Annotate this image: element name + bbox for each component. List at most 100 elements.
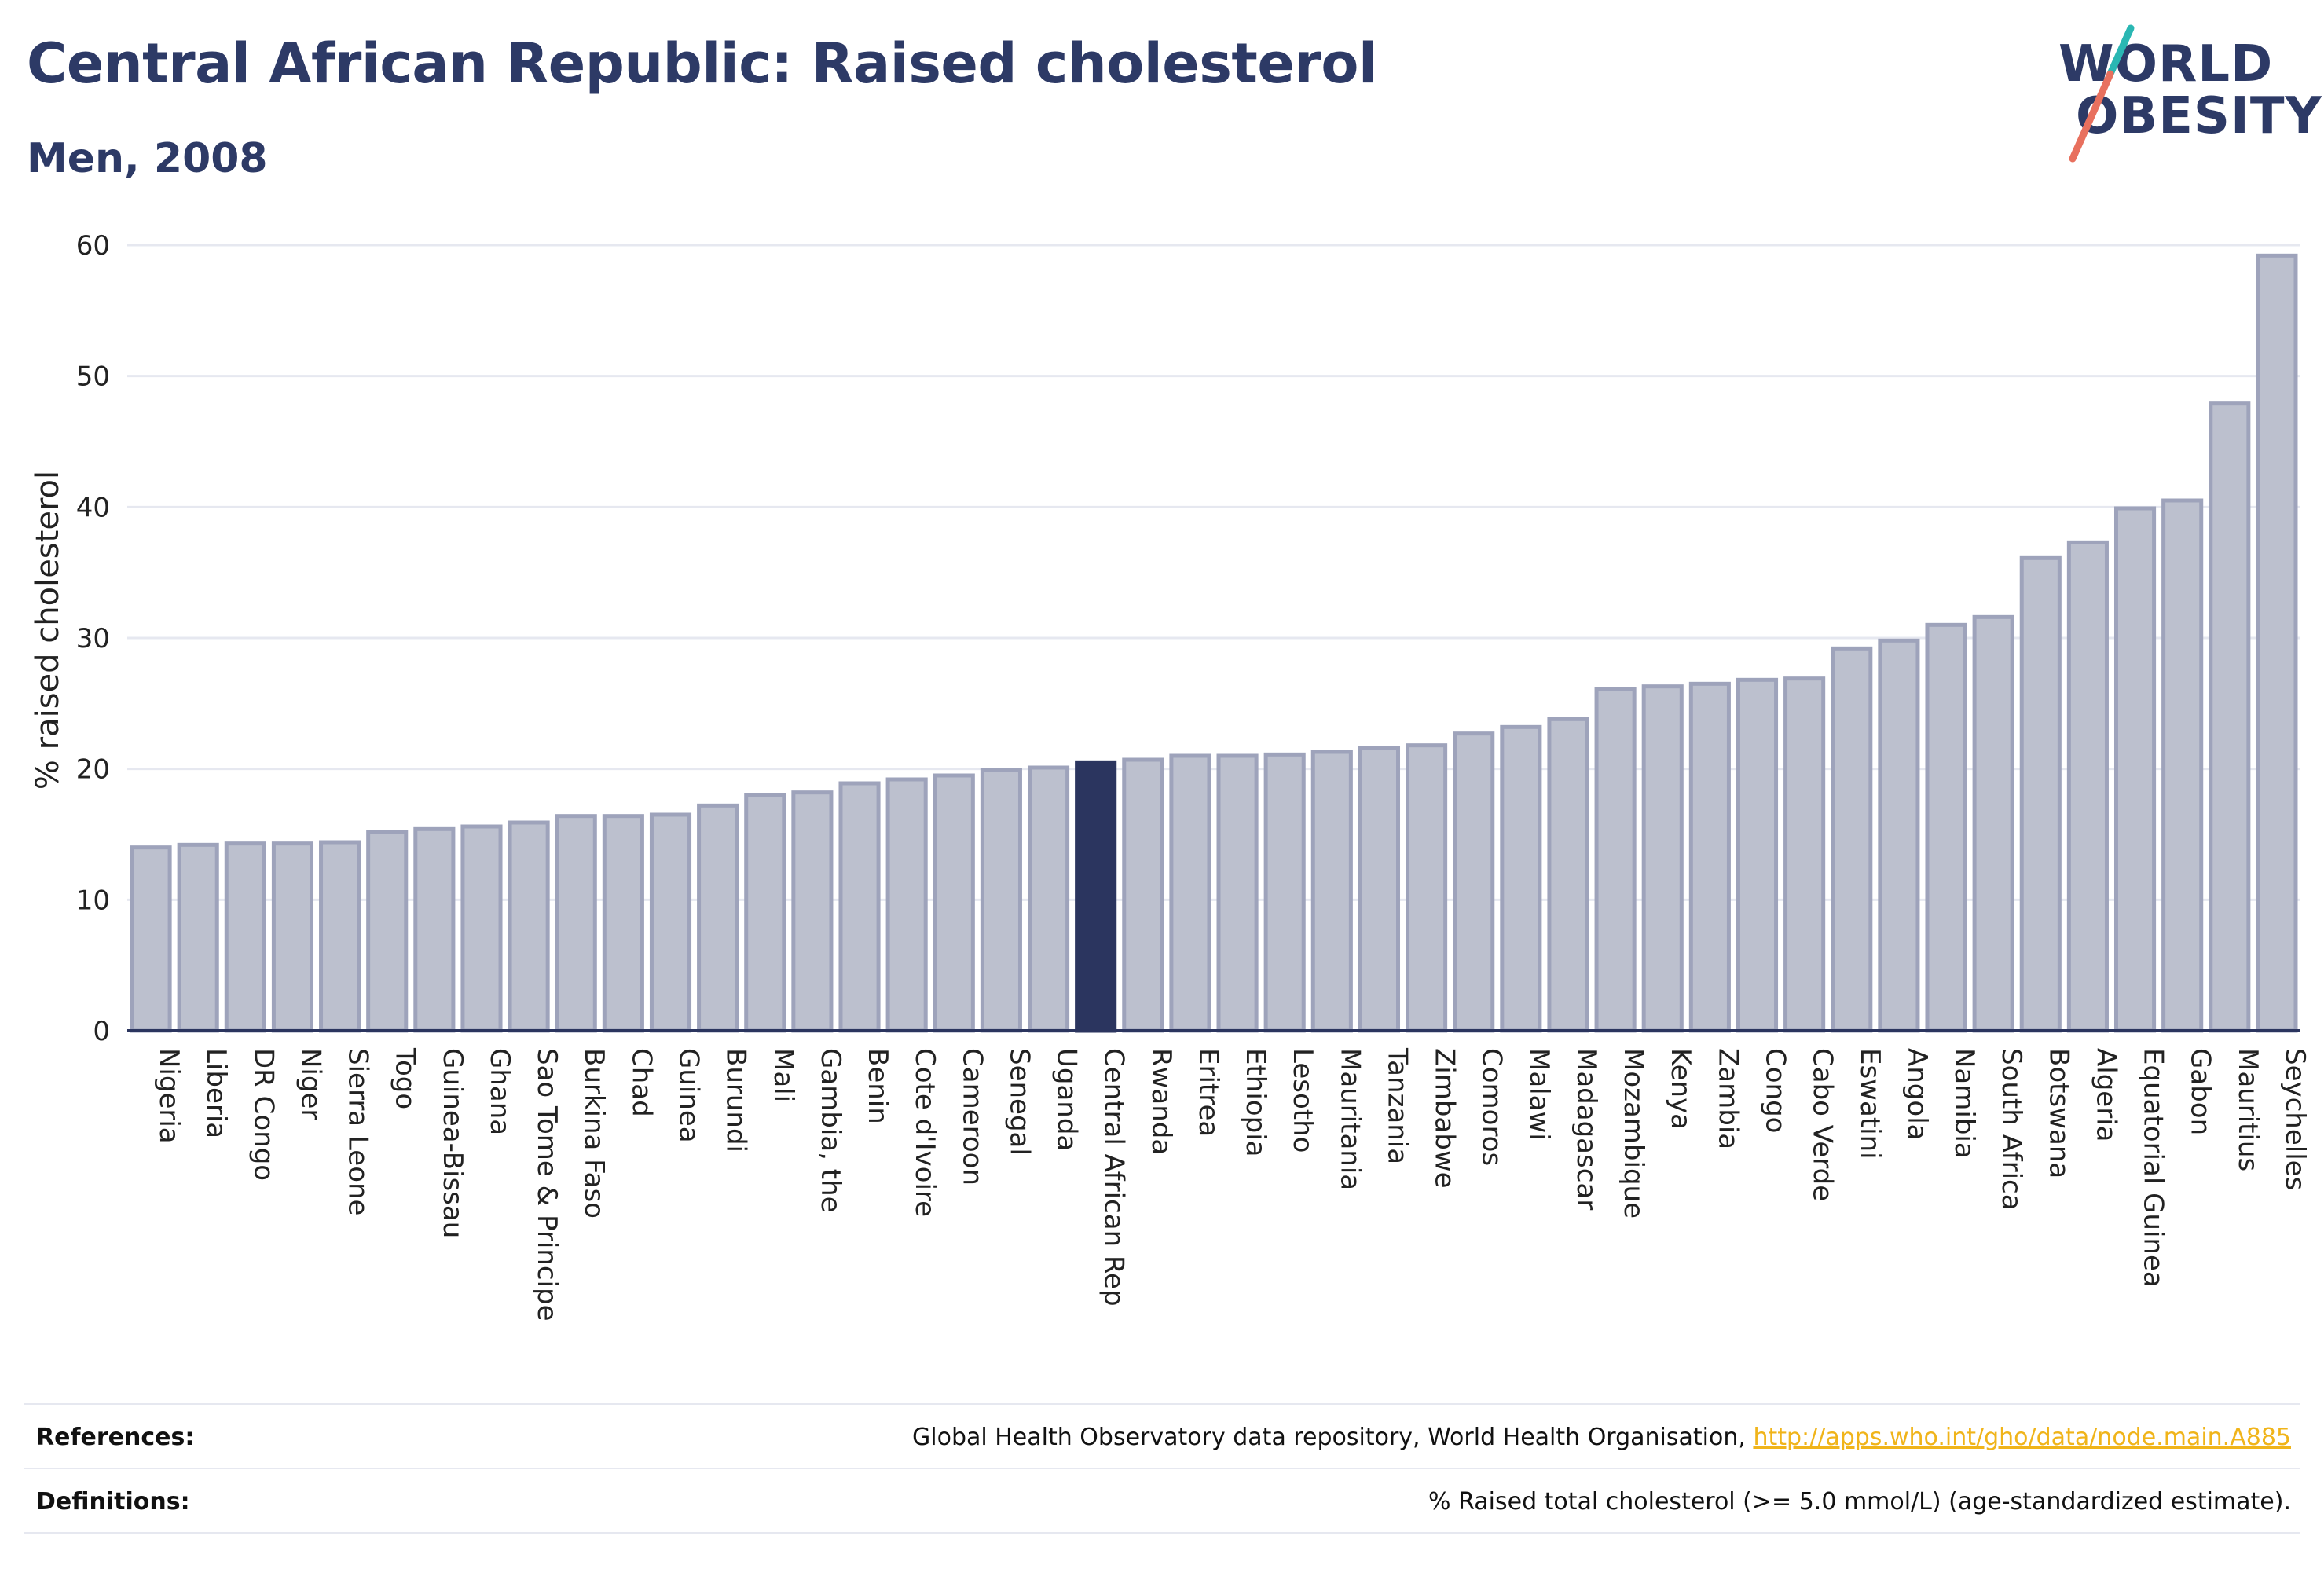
bar [366, 830, 409, 1033]
bar [1027, 765, 1070, 1033]
logo-slash-icon [2069, 24, 2135, 163]
x-tick-label: Senegal [1003, 1048, 1035, 1156]
bar [508, 820, 550, 1033]
x-tick-label: Rwanda [1146, 1048, 1177, 1155]
x-tick-label: Togo [390, 1047, 421, 1109]
x-tick-label: Benin [862, 1048, 893, 1124]
bar [1878, 638, 1920, 1033]
chart-title: Central African Republic: Raised cholest… [27, 31, 1377, 96]
bar [1169, 753, 1211, 1033]
footer-divider-middle [24, 1468, 2300, 1469]
bar [177, 842, 219, 1033]
bar [791, 790, 834, 1033]
x-tick-label: Madagascar [1571, 1048, 1602, 1210]
bar [1406, 743, 1448, 1033]
bar [2209, 401, 2251, 1033]
x-tick-label: Burkina Faso [578, 1048, 610, 1219]
definitions-row: Definitions: % Raised total cholesterol … [24, 1471, 2300, 1534]
x-tick-label: Algeria [2090, 1048, 2121, 1142]
x-tick-label: Mauritania [1334, 1048, 1365, 1190]
x-tick-label: Cabo Verde [1807, 1048, 1838, 1201]
y-tick-label: 50 [76, 361, 110, 393]
bar [602, 814, 644, 1033]
x-tick-label: Mauritius [2232, 1048, 2264, 1171]
y-tick-label: 30 [76, 623, 110, 654]
bar [933, 773, 975, 1033]
x-tick-label: Equatorial Guinea [2138, 1048, 2169, 1288]
x-tick-label: Burundi [720, 1048, 752, 1153]
x-tick-label: Malawi [1523, 1048, 1555, 1141]
bar [2066, 540, 2109, 1033]
bar [413, 826, 456, 1033]
y-tick-label: 40 [76, 492, 110, 523]
x-tick-label: Namibia [1948, 1048, 1980, 1159]
y-tick-label: 0 [93, 1016, 110, 1047]
bar [460, 824, 503, 1033]
x-tick-label: Uganda [1051, 1048, 1083, 1151]
x-tick-label: Zimbabwe [1429, 1048, 1461, 1189]
x-tick-label: Sierra Leone [343, 1048, 374, 1215]
bar [838, 781, 881, 1033]
bar [2161, 498, 2204, 1033]
x-tick-label: Sao Tome & Principe [531, 1048, 563, 1321]
x-tick-label: Eswatini [1854, 1048, 1886, 1160]
x-tick-label: Chad [625, 1048, 657, 1117]
bar [1831, 646, 1873, 1033]
x-tick-label: Central African Rep [1098, 1048, 1130, 1307]
x-tick-label: Mali [768, 1048, 799, 1102]
x-tick-label: Comoros [1476, 1048, 1508, 1166]
x-tick-label: Tanzania [1381, 1047, 1413, 1164]
references-label: References: [36, 1424, 195, 1451]
x-tick-label: Angola [1901, 1048, 1933, 1140]
bar [1263, 752, 1306, 1033]
bar-chart: 0 10 20 30 40 50 60 Nigeria Liberia DR Congo Niger… [30, 230, 2311, 1321]
bar [555, 814, 597, 1033]
x-tick-label: Guinea-Bissau [437, 1048, 468, 1238]
bar-highlighted [1075, 760, 1117, 1033]
definitions-text: % Raised total cholesterol (>= 5.0 mmol/… [1428, 1488, 2291, 1516]
bar [1453, 731, 1495, 1033]
bar [271, 841, 314, 1033]
x-tick-label: Seychelles [2279, 1048, 2311, 1190]
bar [224, 841, 266, 1033]
bar [980, 768, 1022, 1033]
world-obesity-logo: WORLD OBESITY [2043, 24, 2322, 173]
bar [1594, 687, 1637, 1033]
x-tick-label: Niger [295, 1048, 326, 1120]
logo-word-world: WORLD [2058, 35, 2274, 93]
chart-subtitle: Men, 2008 [27, 135, 268, 182]
x-tick-label: Guinea [673, 1048, 705, 1143]
y-tick-label: 10 [76, 885, 110, 916]
x-tick-label: Lesotho [1287, 1048, 1318, 1153]
references-source: Global Health Observatory data repositor… [912, 1424, 1754, 1451]
x-tick-label: Zambia [1712, 1048, 1743, 1149]
y-tick-label: 20 [76, 754, 110, 786]
references-link[interactable]: http://apps.who.int/gho/data/node.main.A… [1753, 1424, 2291, 1451]
bar [744, 793, 786, 1033]
bar [1216, 753, 1259, 1033]
y-tick-label: 60 [76, 230, 110, 262]
bar [1925, 622, 1967, 1033]
bar [1688, 681, 1731, 1033]
definitions-label: Definitions: [36, 1488, 190, 1516]
bar [1358, 746, 1401, 1033]
bar [1641, 684, 1684, 1033]
x-tick-label: Gabon [2185, 1048, 2216, 1135]
bar [1122, 757, 1164, 1033]
references-text: Global Health Observatory data repositor… [912, 1424, 2291, 1451]
x-tick-label: Botswana [2043, 1048, 2074, 1178]
x-tick-label: Cameroon [956, 1048, 988, 1186]
x-tick-label: DR Congo [247, 1048, 279, 1181]
bar [1783, 676, 1826, 1033]
bar [2019, 555, 2062, 1033]
x-tick-label: Congo [1760, 1048, 1791, 1133]
bar [319, 840, 361, 1033]
x-tick-label: Gambia, the [815, 1048, 846, 1213]
bar [2113, 506, 2157, 1033]
x-tick-label: South Africa [1996, 1048, 2027, 1211]
footer-divider-top [24, 1403, 2300, 1405]
x-tick-label: Mozambique [1618, 1048, 1649, 1219]
bar [2256, 253, 2298, 1033]
x-tick-label: Nigeria [153, 1048, 185, 1144]
x-tick-label: Kenya [1665, 1048, 1696, 1130]
